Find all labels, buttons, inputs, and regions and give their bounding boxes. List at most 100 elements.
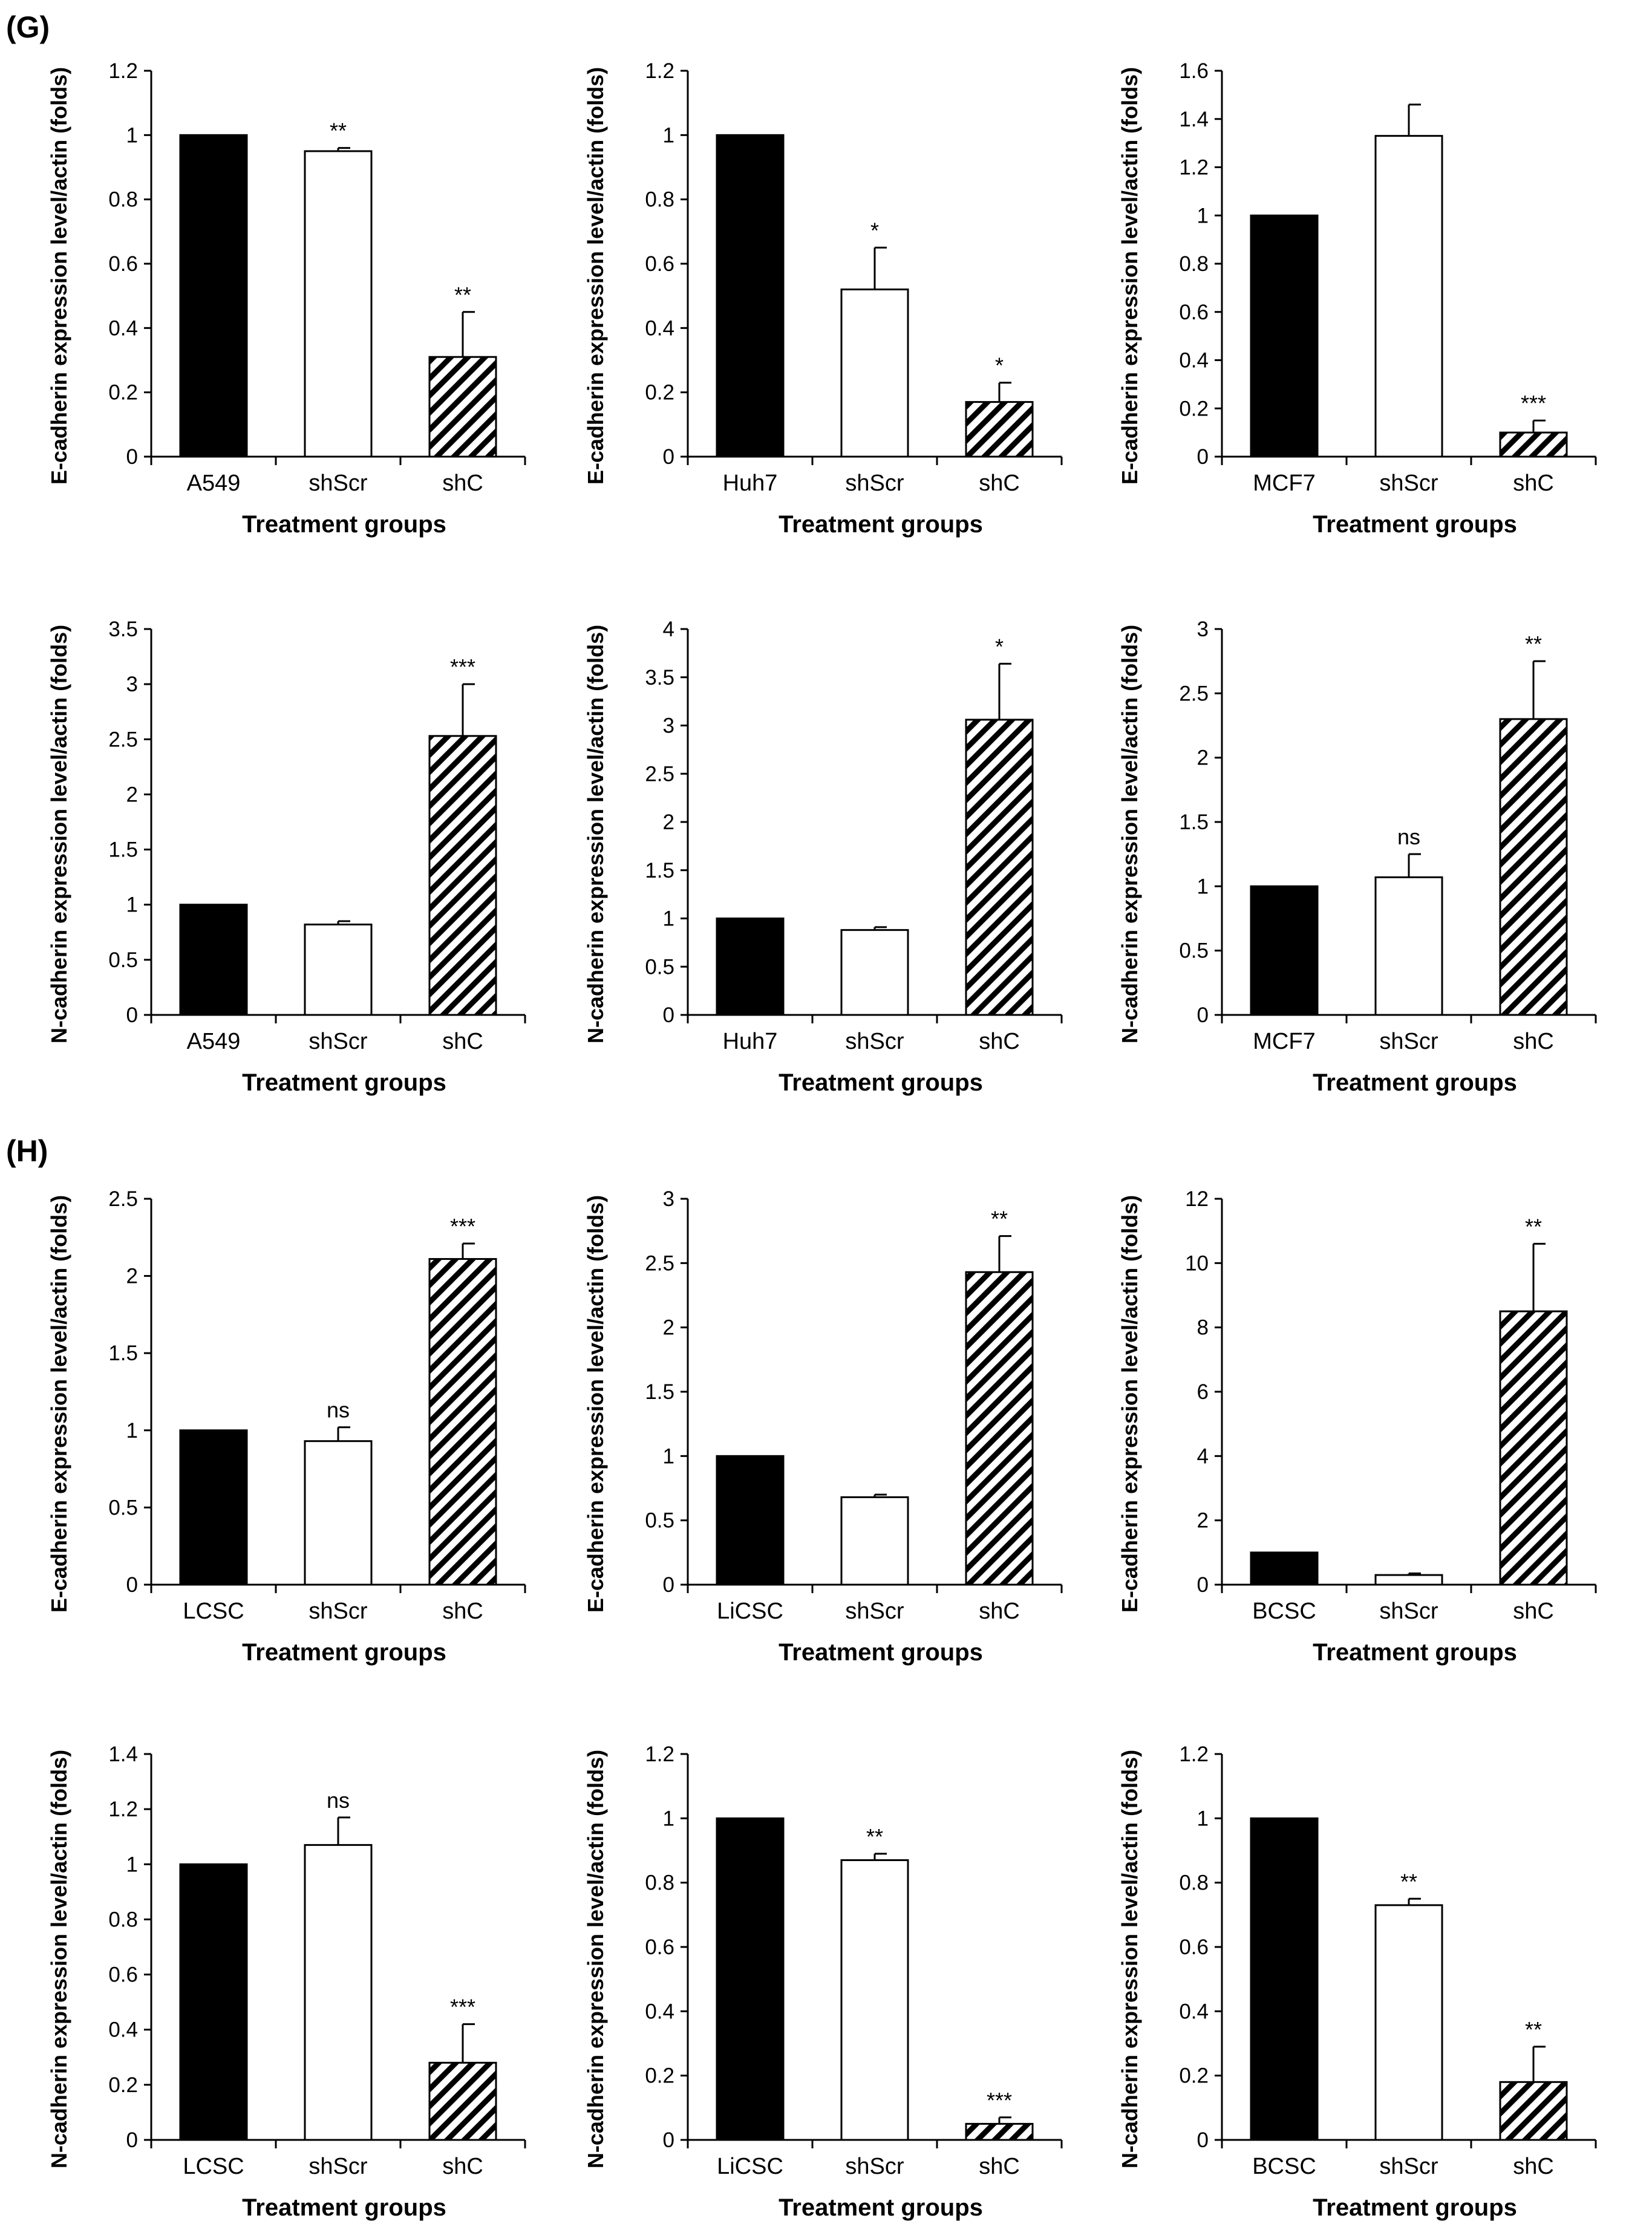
bar — [1374, 135, 1443, 458]
y-tick-label: 1.2 — [108, 59, 138, 83]
y-tick-label: 1.5 — [1179, 810, 1209, 834]
bar-chart: 0 0.2 0.4 0.6 0.8 1 1.2 A549 ** shScr ** shC Treatme… — [47, 59, 526, 538]
y-tick-label: 0.4 — [1179, 2000, 1209, 2023]
bar — [179, 1429, 248, 1586]
x-axis-title: Treatment groups — [779, 511, 983, 538]
x-tick-label: shScr — [309, 1599, 367, 1624]
significance-label: * — [995, 353, 1004, 378]
x-tick-label: shC — [1513, 471, 1554, 496]
y-tick-label: 1 — [1197, 1807, 1209, 1830]
y-tick-label: 0.2 — [1179, 397, 1209, 420]
y-tick-label: 1.2 — [108, 1798, 138, 1821]
bar — [1250, 1551, 1319, 1586]
bar-chart: 0 0.5 1 1.5 2 2.5 3 LiCSC shScr ** shC Treatment gr… — [583, 1187, 1063, 1666]
y-tick-label: 3.5 — [645, 666, 674, 690]
x-tick-label: shC — [1513, 1029, 1554, 1054]
y-tick-label: 1 — [663, 907, 674, 931]
y-tick-label: 3.5 — [108, 618, 138, 641]
y-axis-title: E-cadherin expression level/actin (folds… — [1117, 1195, 1142, 1612]
x-axis-title: Treatment groups — [1313, 1639, 1517, 1666]
x-tick-label: shC — [979, 471, 1020, 496]
y-tick-label: 0.4 — [108, 2018, 138, 2042]
y-tick-label: 1.2 — [645, 59, 674, 83]
bar — [1374, 876, 1443, 1016]
y-axis-title: N-cadherin expression level/actin (folds… — [1117, 1750, 1142, 2168]
x-tick-label: LiCSC — [717, 1599, 783, 1624]
bar — [716, 1455, 785, 1586]
y-tick-label: 1.5 — [108, 838, 138, 862]
bar — [428, 735, 497, 1016]
bar-chart: 0 0.5 1 1.5 2 2.5 LCSC ns shScr *** shC Treatment g… — [47, 1187, 526, 1666]
y-tick-label: 2.5 — [108, 1187, 138, 1211]
y-tick-label: 0.2 — [108, 2073, 138, 2097]
y-axis-title: E-cadherin expression level/actin (folds… — [583, 1195, 608, 1612]
x-tick-label: BCSC — [1252, 2154, 1316, 2179]
bar — [1499, 2081, 1568, 2141]
significance-label: ** — [1525, 631, 1542, 656]
y-tick-label: 0.5 — [645, 1509, 674, 1533]
y-tick-label: 0 — [1197, 1003, 1209, 1027]
y-axis-title: E-cadherin expression level/actin (folds… — [1117, 67, 1142, 484]
y-tick-label: 0.8 — [1179, 1871, 1209, 1895]
y-tick-label: 1 — [1197, 204, 1209, 227]
x-tick-label: shScr — [845, 1599, 904, 1624]
y-tick-label: 0 — [663, 1573, 674, 1597]
x-tick-label: A549 — [187, 471, 241, 496]
y-tick-label: 3 — [126, 673, 138, 696]
bar — [1499, 1310, 1568, 1586]
x-tick-label: shScr — [309, 2154, 367, 2179]
y-tick-label: 0.6 — [645, 252, 674, 276]
bar — [428, 1258, 497, 1586]
y-axis-title: E-cadherin expression level/actin (folds… — [583, 67, 608, 484]
bar — [840, 929, 909, 1016]
x-tick-label: shC — [1513, 1599, 1554, 1624]
significance-label: ** — [866, 1824, 883, 1849]
bar — [1374, 1904, 1443, 2141]
bar — [304, 924, 373, 1016]
y-tick-label: 1 — [126, 1419, 138, 1443]
y-tick-label: 3 — [663, 714, 674, 738]
bar-chart: 0 2 4 6 8 10 12 BCSC shScr ** shC Treatment groups E… — [1117, 1187, 1597, 1666]
y-tick-label: 0.8 — [108, 1908, 138, 1931]
x-axis-title: Treatment groups — [242, 2194, 446, 2221]
y-tick-label: 0.4 — [645, 2000, 674, 2023]
significance-label: ** — [1525, 2017, 1542, 2042]
y-tick-label: 2 — [1197, 746, 1209, 770]
x-axis-title: Treatment groups — [242, 1069, 446, 1096]
significance-label: ns — [1397, 824, 1420, 849]
significance-label: *** — [450, 654, 475, 679]
y-tick-label: 2 — [663, 810, 674, 834]
y-tick-label: 0 — [663, 2128, 674, 2152]
y-tick-label: 1.5 — [645, 1380, 674, 1404]
significance-label: *** — [450, 1214, 475, 1239]
bar — [965, 401, 1034, 458]
y-tick-label: 2.5 — [645, 762, 674, 786]
bar — [1250, 1817, 1319, 2141]
x-tick-label: shScr — [1379, 1029, 1438, 1054]
y-tick-label: 0 — [126, 445, 138, 469]
x-tick-label: shScr — [845, 1029, 904, 1054]
bar — [840, 289, 909, 458]
y-tick-label: 0.4 — [645, 316, 674, 340]
y-tick-label: 1.5 — [645, 859, 674, 882]
bar-chart: 0 0.5 1 1.5 2 2.5 3 MCF7 ns shScr ** shC Treatment g… — [1117, 618, 1597, 1096]
x-tick-label: shC — [979, 2154, 1020, 2179]
y-tick-label: 2 — [126, 1265, 138, 1288]
y-tick-label: 1.4 — [1179, 108, 1209, 131]
x-axis-title: Treatment groups — [1313, 511, 1517, 538]
y-tick-label: 0.6 — [1179, 1935, 1209, 1959]
y-tick-label: 0.5 — [108, 1496, 138, 1519]
bar — [1374, 1574, 1443, 1586]
x-tick-label: shScr — [1379, 2154, 1438, 2179]
y-tick-label: 0.6 — [108, 1963, 138, 1987]
bar — [428, 356, 497, 458]
significance-label: ** — [1525, 1214, 1542, 1239]
y-tick-label: 0.6 — [645, 1935, 674, 1959]
x-tick-label: shScr — [309, 1029, 367, 1054]
y-tick-label: 12 — [1185, 1187, 1209, 1211]
bar — [716, 1817, 785, 2141]
y-tick-label: 2.5 — [108, 728, 138, 751]
y-tick-label: 1.6 — [1179, 59, 1209, 83]
bar — [304, 1844, 373, 2141]
